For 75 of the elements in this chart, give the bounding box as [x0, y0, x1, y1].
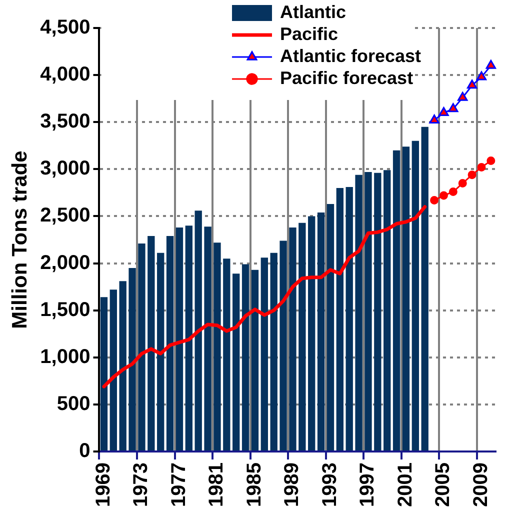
- bar: [176, 228, 184, 451]
- x-tick-label: 1997: [356, 462, 379, 508]
- y-tick-label: 4,000: [40, 64, 90, 86]
- legend-label: Pacific forecast: [280, 68, 414, 88]
- point: [458, 92, 468, 101]
- bar: [251, 270, 259, 451]
- x-tick-label: 1981: [206, 462, 228, 508]
- x-tick-label: 1973: [130, 462, 152, 508]
- point: [448, 188, 458, 196]
- x-tick-label: 1969: [92, 462, 114, 508]
- x-tick-label: 2001: [394, 462, 416, 508]
- y-tick-label: 2,000: [40, 252, 90, 274]
- x-tick-label: 2005: [432, 462, 454, 508]
- bar: [100, 297, 108, 451]
- bar: [412, 140, 420, 451]
- bar: [402, 146, 410, 451]
- bar: [148, 236, 155, 451]
- point: [468, 170, 476, 180]
- legend-label: Atlantic forecast: [280, 46, 422, 66]
- bar: [128, 268, 136, 451]
- bar: [194, 210, 202, 451]
- bar: [119, 281, 126, 451]
- bar: [166, 236, 174, 451]
- point: [486, 156, 496, 165]
- bar: [308, 216, 316, 451]
- bar: [326, 204, 334, 451]
- bar: [232, 274, 240, 451]
- x-tick-label: 1993: [318, 462, 341, 508]
- bar: [355, 174, 362, 451]
- bar: [270, 252, 278, 451]
- point: [466, 80, 478, 89]
- bar: [392, 150, 400, 451]
- bar: [374, 172, 382, 451]
- y-tick-label: 500: [56, 392, 90, 415]
- y-tick-label: 4,500: [40, 16, 90, 39]
- bar: [289, 228, 296, 451]
- bar: [110, 290, 117, 451]
- bar: [260, 258, 268, 451]
- x-tick-label: 1977: [168, 462, 190, 508]
- legend-label: Pacific: [280, 24, 338, 44]
- bar: [223, 258, 230, 451]
- y-tick-label: 0: [79, 440, 90, 462]
- y-axis-title: Million Tons trade: [8, 150, 32, 329]
- point: [448, 103, 458, 112]
- bar: [317, 212, 325, 451]
- x-tick-label: 1985: [243, 462, 266, 508]
- bar: [298, 222, 306, 451]
- x-tick-label: 2009: [470, 462, 492, 508]
- bar: [346, 187, 353, 451]
- bar: [214, 242, 221, 451]
- point: [438, 106, 449, 116]
- point: [476, 71, 487, 80]
- bar: [138, 244, 146, 451]
- point: [439, 191, 448, 200]
- y-tick-label: 3,000: [40, 158, 90, 180]
- bar: [280, 240, 287, 451]
- point: [430, 196, 439, 204]
- x-tick-label: 1989: [281, 462, 304, 508]
- point: [486, 60, 496, 69]
- bar: [364, 172, 372, 451]
- legend-label: Atlantic: [280, 2, 346, 22]
- bar: [185, 226, 192, 451]
- point: [429, 114, 440, 124]
- y-tick-label: 2,500: [40, 204, 90, 227]
- y-tick-label: 1,000: [40, 346, 90, 368]
- bar: [242, 264, 250, 451]
- bar: [157, 252, 164, 451]
- point: [458, 179, 467, 188]
- bar: [421, 126, 428, 451]
- y-tick-label: 3,500: [40, 110, 90, 133]
- bar: [336, 188, 344, 451]
- point: [477, 163, 486, 172]
- bar: [204, 226, 212, 451]
- bar: [384, 170, 391, 451]
- y-tick-label: 1,500: [40, 298, 90, 321]
